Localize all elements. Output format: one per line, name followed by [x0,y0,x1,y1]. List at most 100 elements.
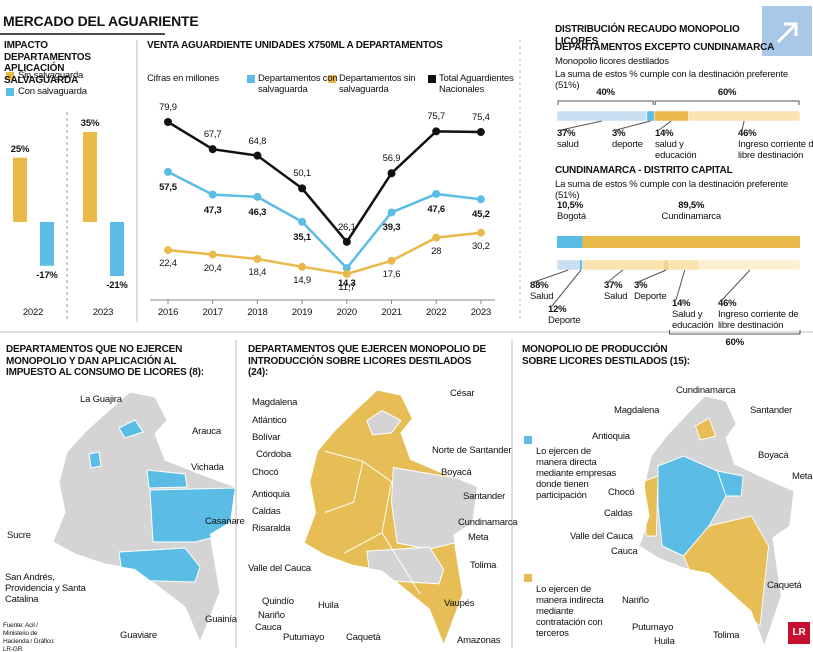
segment-value: 3% [612,128,626,139]
leader [658,120,672,131]
map-label: Norte de Santander [432,445,512,456]
page-title: MERCADO DEL AGUARIENTE [3,13,199,29]
group-bracket [557,100,654,105]
panel-note: La suma de estos % cumple con la destina… [555,179,788,201]
group-value: 10,5% [557,200,583,211]
point [387,208,396,217]
group-bar [582,236,800,248]
segment-name: Deporte [548,315,581,326]
map-label: Nariño [622,595,649,606]
region [366,409,402,436]
map-label: Cauca [611,546,638,557]
map-label: Cundinamarca [676,385,736,396]
map-label: Cundinamarca [458,517,518,528]
series-line [167,231,482,276]
map-label: Santander [463,491,506,502]
point [432,233,441,242]
segment [653,110,689,122]
subtotal-bracket [669,330,801,335]
point [208,145,217,154]
map-label: Caquetá [346,632,381,643]
segment-value: 37% [604,280,623,291]
segment [579,259,583,271]
map-label: Risaralda [252,523,291,534]
map-label: Quindío [262,596,294,607]
value-label: 47,6 [427,203,446,215]
point [476,195,485,204]
series-line [167,120,481,244]
map-label: Córdoba [256,449,292,460]
value-label: 46,3 [248,206,267,218]
map-label: Tolima [470,560,497,571]
group-value: 60% [717,87,737,98]
x-tick-label: 2021 [381,307,402,318]
leader [560,120,603,131]
value-label: 75,4 [472,112,490,124]
segment-value: 88% [530,280,549,291]
map-label: Putumayo [283,632,325,643]
segment-value: 3% [634,280,648,291]
leader [615,120,651,131]
bar [83,132,97,222]
leader [637,269,667,283]
segment-value: 12% [548,304,567,315]
value-label: 28 [431,245,442,257]
point [342,269,351,278]
region [643,475,659,537]
map-label: Valle del Cauca [248,563,311,574]
map-label: Cauca [255,622,282,633]
point [432,189,441,198]
map-label: Sucre [7,530,31,541]
value-label: 39,3 [382,222,401,234]
point [432,127,441,136]
map-label: Casanare [205,516,245,527]
leader [675,269,686,301]
value-label: 75,7 [427,111,446,123]
group-value: 89,5% [678,200,705,211]
map-label: Caldas [252,506,281,517]
value-label: 30,2 [472,240,490,252]
map-title: DEPARTAMENTOS QUE EJERCEN MONOPOLIO DE I… [248,344,486,378]
segment [646,110,655,122]
legend-label: Departamentos sin salvaguarda [339,73,416,95]
bar [40,222,54,266]
segment-value: 37% [557,128,576,139]
value-label: 35% [80,118,100,129]
map-produccion [638,395,795,648]
chart-title: IMPACTO DEPARTAMENTOS APLICACIÓN SALVAGU… [4,40,91,86]
map-label: Magdalena [614,405,660,416]
point [342,237,351,246]
legend-swatch [524,574,532,582]
map-label: Antioquia [592,431,630,442]
series-line [167,170,482,271]
map-legend: Lo ejercen de manera directa mediante em… [536,446,617,501]
chart-title: DISTRIBUCIÓN RECAUDO MONOPOLIO LICORES [555,24,740,47]
map-label: San Andrés, Providencia y Santa Catalina [5,572,86,605]
subtotal-value: 60% [725,337,745,348]
map-title: DEPARTAMENTOS QUE NO EJERCEN MONOPOLIO Y… [6,344,204,378]
segment [662,259,670,271]
map-label: Amazonas [457,635,501,646]
segment [556,259,580,271]
legend-label: Total Aguardientes Nacionales [439,73,514,95]
point [164,246,172,255]
panel-title: CUNDINAMARCA - DISTRITO CAPITAL [555,165,733,176]
x-tick-label: 2023 [470,307,492,318]
value-label: -17% [36,269,58,281]
chart-subtitle: Cifras en millones [147,73,219,84]
leader [533,269,569,283]
map-label: Tolima [713,630,740,641]
map-label: Antioquia [252,489,290,500]
map-label: Vaupés [444,598,475,609]
point [253,151,262,160]
region [391,466,478,550]
panel-title: DEPARTAMENTOS EXCEPTO CUNDINAMARCA [555,42,775,53]
value-label: 35,1 [293,231,311,243]
map-label: Chocó [608,487,635,498]
value-label: 45,2 [472,209,490,221]
leader [741,120,745,131]
bar [110,222,124,276]
segment-value: 14% [655,128,674,139]
